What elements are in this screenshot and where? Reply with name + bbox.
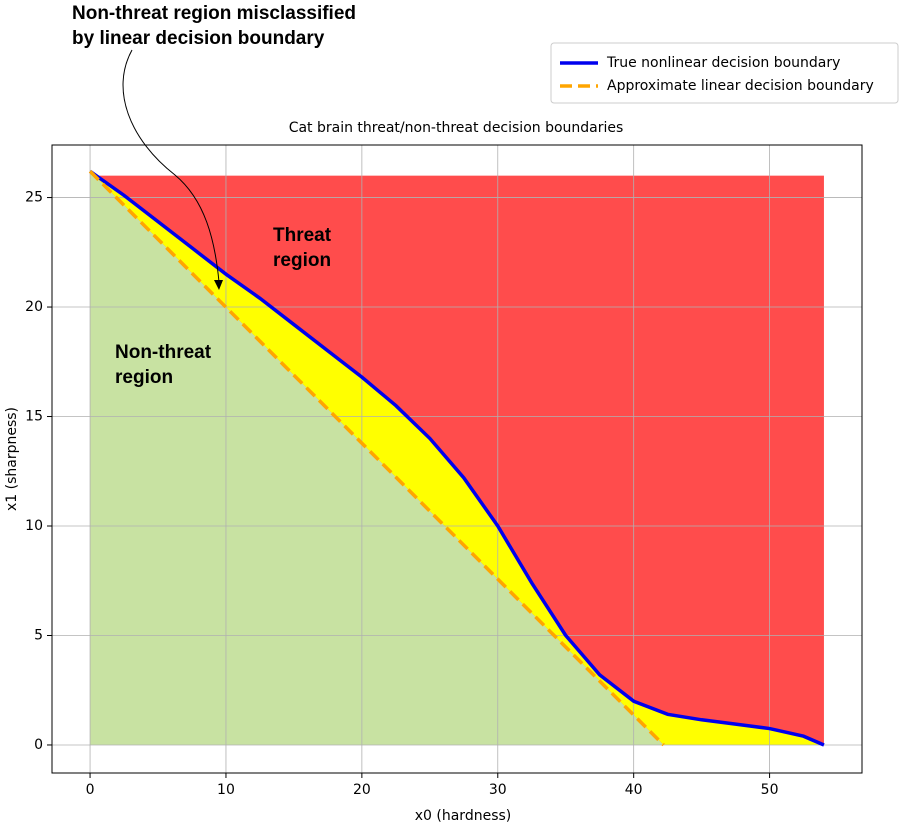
annotation: region: [115, 367, 173, 388]
annotation: Threat: [273, 225, 332, 246]
x-axis-label: x0 (hardness): [415, 808, 512, 824]
y-tick-label: 25: [25, 190, 43, 206]
chart-title: Cat brain threat/non-threat decision bou…: [289, 120, 624, 136]
x-tick-label: 40: [625, 782, 643, 798]
legend-label: True nonlinear decision boundary: [606, 55, 840, 71]
series-line: [88, 170, 665, 747]
annotation: Non-threat region misclassified: [72, 3, 356, 24]
x-tick-label: 30: [489, 782, 507, 798]
plot-frame: [51, 144, 863, 774]
arrow-head: [214, 280, 223, 290]
legend-label: Approximate linear decision boundary: [607, 78, 874, 94]
x-tick-label: 0: [86, 782, 95, 798]
y-tick-label: 10: [25, 518, 43, 534]
annotation: region: [273, 250, 331, 271]
misclassified-region: [90, 171, 824, 745]
y-tick-label: 20: [25, 299, 43, 315]
annotation-arrow: [122, 49, 220, 283]
x-tick-label: 50: [761, 782, 779, 798]
legend: True nonlinear decision boundary Approxim…: [550, 42, 899, 104]
series-line: [89, 169, 825, 747]
y-tick-label: 15: [25, 409, 43, 425]
annotation: Non-threat: [115, 342, 212, 363]
y-tick-label: 5: [34, 627, 43, 643]
y-axis-label: x1 (sharpness): [4, 407, 20, 511]
y-tick-label: 0: [34, 737, 43, 753]
x-tick-label: 20: [353, 782, 371, 798]
annotation: by linear decision boundary: [72, 28, 325, 49]
legend-box: [550, 42, 899, 104]
x-tick-label: 10: [217, 782, 235, 798]
